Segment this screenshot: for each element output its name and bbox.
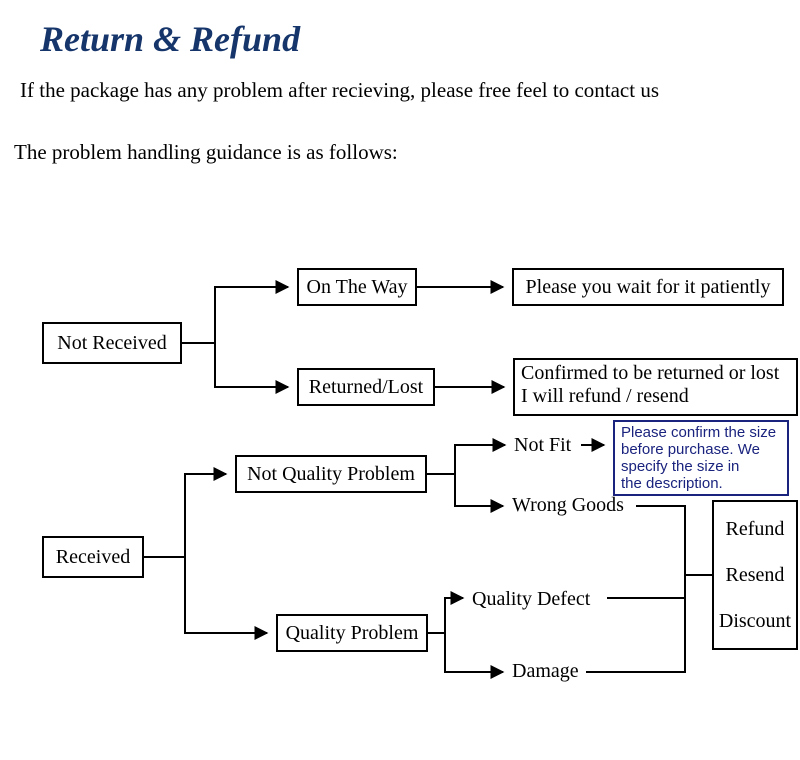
label-wrong-goods: Wrong Goods xyxy=(512,494,624,517)
node-note: Please confirm the size before purchase.… xyxy=(613,420,789,496)
label-quality-defect: Quality Defect xyxy=(472,588,590,611)
subintro-text: The problem handling guidance is as foll… xyxy=(14,140,398,165)
node-confirmed: Confirmed to be returned or lost I will … xyxy=(513,358,798,416)
label-damage: Damage xyxy=(512,660,579,683)
node-quality: Quality Problem xyxy=(276,614,428,652)
node-not-quality: Not Quality Problem xyxy=(235,455,427,493)
intro-text: If the package has any problem after rec… xyxy=(20,78,659,103)
node-returned-lost: Returned/Lost xyxy=(297,368,435,406)
node-actions: Refund Resend Discount xyxy=(712,500,798,650)
node-received: Received xyxy=(42,536,144,578)
page-title: Return & Refund xyxy=(40,18,300,60)
label-not-fit: Not Fit xyxy=(514,434,571,457)
node-wait: Please you wait for it patiently xyxy=(512,268,784,306)
node-not-received: Not Received xyxy=(42,322,182,364)
node-on-the-way: On The Way xyxy=(297,268,417,306)
